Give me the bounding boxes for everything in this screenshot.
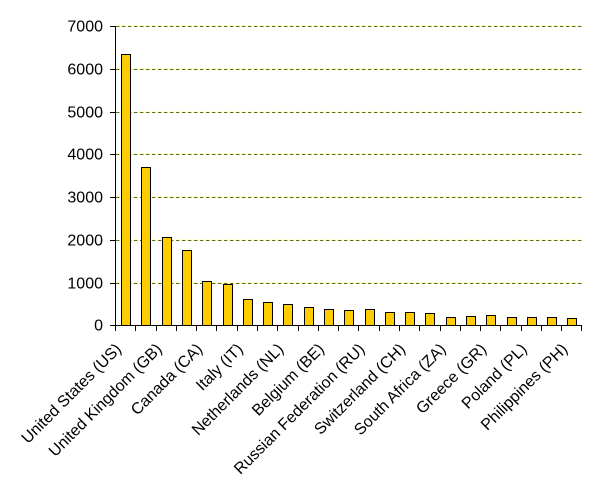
svg-text:3000: 3000 — [67, 189, 103, 206]
svg-text:1000: 1000 — [67, 275, 103, 292]
svg-text:6000: 6000 — [67, 61, 103, 78]
svg-text:5000: 5000 — [67, 104, 103, 121]
svg-text:4000: 4000 — [67, 146, 103, 163]
svg-text:7000: 7000 — [67, 18, 103, 35]
svg-text:2000: 2000 — [67, 232, 103, 249]
svg-text:0: 0 — [94, 317, 103, 334]
